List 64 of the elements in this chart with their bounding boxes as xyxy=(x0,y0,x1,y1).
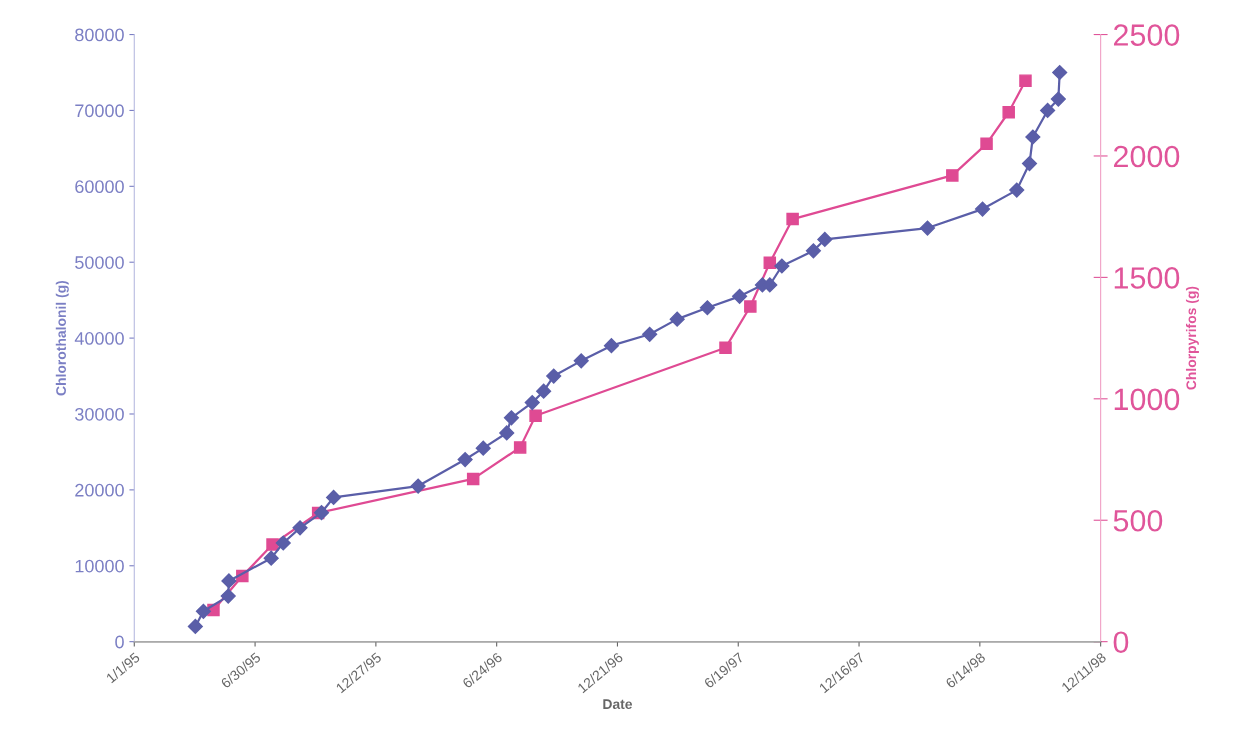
y2-tick-label: 0 xyxy=(1113,631,1129,654)
y-tick-label: 30000 xyxy=(75,407,124,421)
point xyxy=(475,440,491,456)
y2-tick-label: 1500 xyxy=(1114,267,1180,289)
point xyxy=(529,409,542,423)
point xyxy=(499,425,515,441)
point xyxy=(946,169,959,182)
point xyxy=(187,618,203,635)
point xyxy=(732,288,748,304)
y2-axis-title: Chlorpyrifos (g) xyxy=(1185,286,1199,390)
y2-tick-label: 2000 xyxy=(1113,145,1180,168)
y-tick-label: 80000 xyxy=(75,28,124,42)
point xyxy=(1009,182,1025,198)
point xyxy=(195,603,211,619)
point xyxy=(1052,64,1068,81)
y-axis-title: Chlorothalonil (g) xyxy=(55,280,69,396)
point xyxy=(536,383,552,399)
x-axis-title: Date xyxy=(603,699,633,710)
point xyxy=(669,311,685,327)
point xyxy=(220,588,236,604)
point xyxy=(699,300,715,316)
point xyxy=(513,441,527,454)
point xyxy=(805,243,821,259)
point xyxy=(313,505,330,521)
y-tick-label: 70000 xyxy=(75,104,124,118)
point xyxy=(573,353,589,369)
y2-tick-label: 2500 xyxy=(1113,24,1180,46)
point xyxy=(546,368,562,384)
y-tick-label: 40000 xyxy=(74,332,124,345)
point xyxy=(1025,129,1041,145)
y-tick-label: 50000 xyxy=(75,256,124,269)
point xyxy=(292,520,308,536)
point xyxy=(719,341,732,355)
point xyxy=(980,137,993,151)
point xyxy=(1019,74,1032,87)
point xyxy=(919,220,936,236)
point xyxy=(1040,102,1056,119)
point xyxy=(1002,106,1015,119)
point xyxy=(1021,155,1038,172)
point xyxy=(1050,91,1066,107)
point xyxy=(524,395,540,411)
point xyxy=(744,300,757,313)
point xyxy=(603,338,619,354)
y2-tick-label: 500 xyxy=(1113,509,1163,532)
point xyxy=(410,478,426,494)
point xyxy=(503,410,520,426)
point xyxy=(457,451,473,468)
point xyxy=(763,256,777,270)
point xyxy=(642,326,658,342)
point xyxy=(774,258,790,274)
point xyxy=(974,201,991,217)
point xyxy=(221,573,237,589)
y-tick-label: 60000 xyxy=(75,180,124,194)
y2-tick-label: 1000 xyxy=(1114,388,1180,411)
y-tick-label: 20000 xyxy=(75,483,124,497)
point xyxy=(263,550,279,566)
point xyxy=(466,472,480,486)
y-tick-label: 10000 xyxy=(75,559,124,573)
point xyxy=(326,489,342,506)
point xyxy=(266,538,279,551)
y-tick-label: 0 xyxy=(115,635,124,649)
point xyxy=(817,231,833,248)
point xyxy=(786,212,799,226)
point xyxy=(275,535,291,551)
